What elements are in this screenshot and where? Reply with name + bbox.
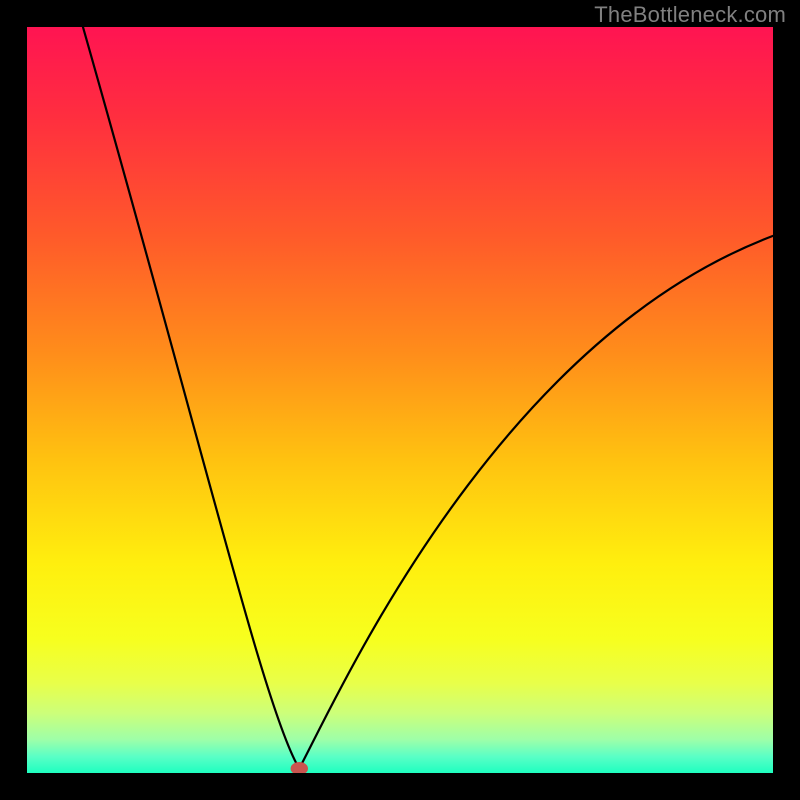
gradient-background [27,27,773,773]
watermark-text: TheBottleneck.com [594,2,786,28]
optimum-marker [291,763,307,773]
plot-area [27,27,773,773]
bottleneck-curve-chart [27,27,773,773]
chart-frame: TheBottleneck.com [0,0,800,800]
